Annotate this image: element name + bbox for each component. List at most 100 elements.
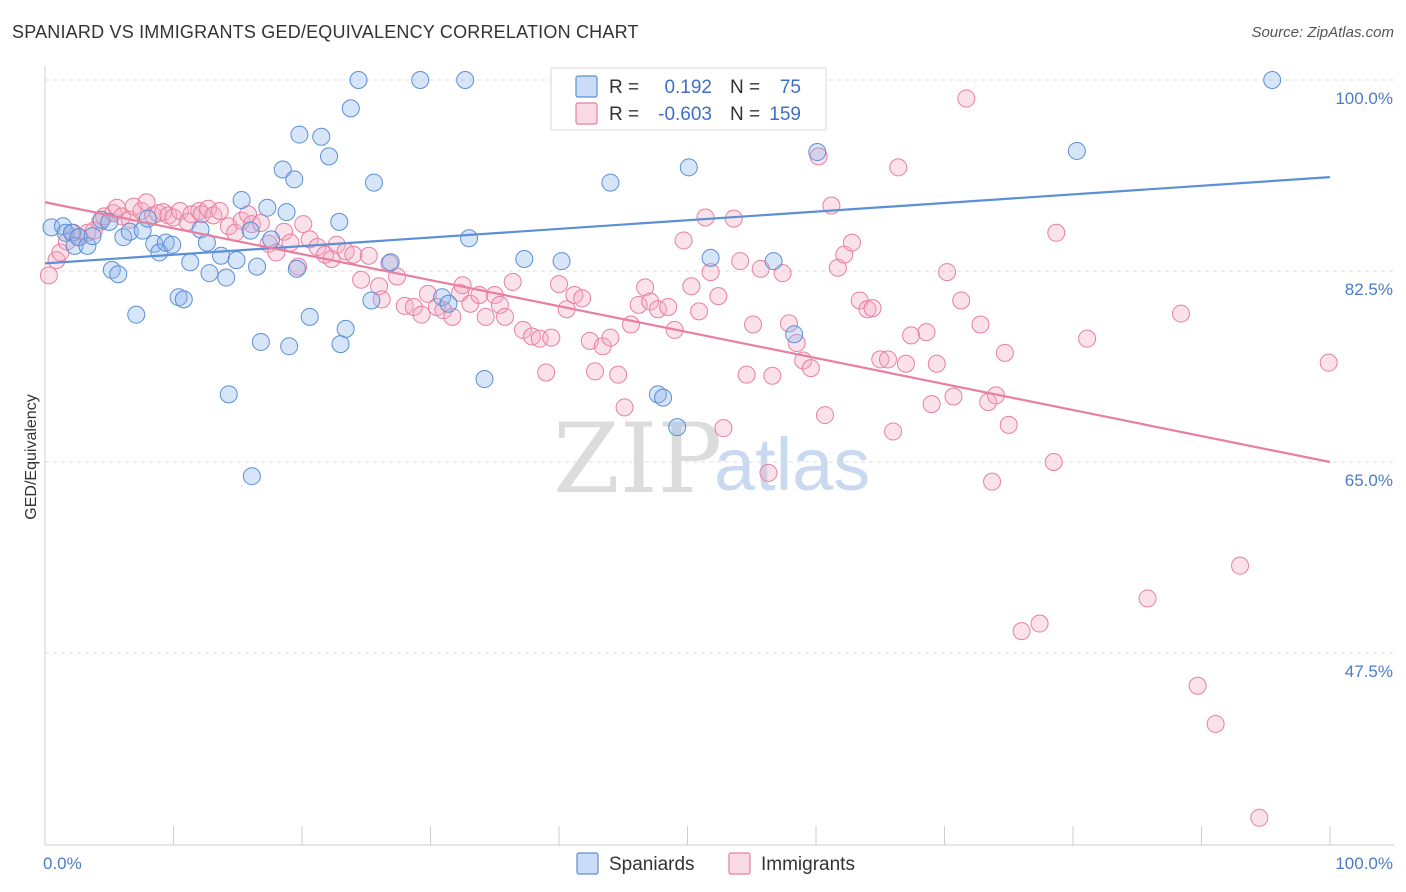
immigrants-point-113 bbox=[815, 406, 834, 425]
spaniards-point-55 bbox=[411, 71, 430, 89]
immigrants-point-141 bbox=[1030, 614, 1049, 633]
immigrants-trend-line bbox=[44, 201, 1331, 464]
stats-legend: R = 0.192 N = 75 R = -0.603 N = 159 bbox=[550, 67, 827, 131]
immigrants-point-144 bbox=[1078, 329, 1097, 348]
immigrants-point-48 bbox=[344, 245, 363, 264]
immigrants-point-58 bbox=[418, 284, 437, 303]
spaniards-point-9 bbox=[100, 212, 119, 231]
immigrants-point-50 bbox=[359, 246, 378, 265]
immigrants-point-126 bbox=[902, 326, 921, 345]
immigrants-point-119 bbox=[858, 300, 877, 319]
immigrants-point-32 bbox=[232, 211, 251, 230]
immigrants-point-111 bbox=[801, 359, 820, 378]
spaniards-point-62 bbox=[552, 252, 571, 271]
immigrants-point-122 bbox=[878, 350, 897, 369]
immigrants-point-35 bbox=[251, 213, 270, 232]
spaniards-point-56 bbox=[433, 288, 452, 307]
spaniards-point-45 bbox=[312, 127, 331, 146]
trend-layer bbox=[44, 176, 1331, 464]
immigrants-point-72 bbox=[523, 327, 542, 346]
immigrants-point-79 bbox=[573, 289, 592, 308]
immigrants-point-105 bbox=[759, 463, 778, 482]
chart-title: SPANIARD VS IMMIGRANTS GED/EQUIVALENCY C… bbox=[12, 22, 639, 42]
immigrants-point-25 bbox=[190, 201, 209, 220]
spaniards-point-42 bbox=[287, 259, 306, 278]
immigrants-point-120 bbox=[863, 299, 882, 318]
y-tick-label-2: 65.0% bbox=[1345, 471, 1393, 490]
spaniards-point-30 bbox=[227, 251, 246, 270]
y-tick-label-3: 47.5% bbox=[1345, 662, 1393, 681]
spaniards-point-41 bbox=[285, 170, 304, 189]
immigrants-point-51 bbox=[370, 277, 389, 296]
spaniards-point-34 bbox=[248, 257, 267, 276]
spaniards-point-36 bbox=[258, 198, 277, 217]
series-legend: Spaniards Immigrants bbox=[576, 852, 855, 875]
immigrants-point-115 bbox=[828, 258, 847, 277]
spaniards-point-59 bbox=[460, 229, 479, 248]
immigrants-point-97 bbox=[701, 263, 720, 282]
spaniards-point-57 bbox=[439, 294, 458, 313]
immigrants-point-75 bbox=[542, 328, 561, 347]
immigrants-point-39 bbox=[281, 233, 300, 252]
immigrants-point-131 bbox=[944, 387, 963, 406]
legend-n-value-2: 159 bbox=[769, 104, 801, 125]
spaniards-point-14 bbox=[127, 305, 146, 324]
immigrants-point-134 bbox=[971, 315, 990, 334]
spaniards-point-49 bbox=[336, 319, 355, 338]
spaniards-point-28 bbox=[217, 268, 236, 287]
immigrants-point-21 bbox=[164, 208, 183, 227]
spaniards-point-17 bbox=[145, 234, 164, 253]
y-tick-labels: 100.0% 82.5% 65.0% 47.5% bbox=[1335, 89, 1393, 681]
spaniards-point-29 bbox=[219, 385, 238, 404]
spaniards-point-0 bbox=[42, 218, 61, 237]
immigrants-point-84 bbox=[609, 365, 628, 384]
bottom-legend-swatch-spaniards bbox=[576, 852, 599, 875]
legend-swatch-immigrants bbox=[575, 102, 598, 125]
immigrants-point-132 bbox=[952, 291, 971, 310]
immigrants-point-101 bbox=[731, 252, 750, 271]
immigrants-point-0 bbox=[39, 266, 58, 285]
immigrants-point-96 bbox=[696, 208, 715, 227]
immigrants-point-95 bbox=[690, 302, 709, 321]
immigrants-point-143 bbox=[1047, 223, 1066, 242]
legend-n-value-1: 75 bbox=[780, 77, 801, 98]
legend-swatch-spaniards bbox=[575, 75, 598, 98]
immigrants-point-139 bbox=[999, 415, 1018, 434]
immigrants-point-146 bbox=[1171, 304, 1190, 323]
immigrants-point-125 bbox=[896, 354, 915, 373]
spaniards-point-54 bbox=[381, 253, 400, 272]
spaniards-point-65 bbox=[648, 385, 667, 404]
immigrants-point-103 bbox=[744, 315, 763, 334]
immigrants-point-88 bbox=[636, 278, 655, 297]
spaniards-point-33 bbox=[242, 467, 261, 486]
spaniards-point-32 bbox=[241, 221, 260, 240]
legend-n-label-1: N = bbox=[730, 77, 760, 98]
spaniards-point-20 bbox=[163, 235, 182, 254]
immigrants-point-147 bbox=[1188, 676, 1207, 695]
immigrants-point-124 bbox=[889, 158, 908, 177]
source-label: Source: ZipAtlas.com bbox=[1251, 24, 1394, 41]
immigrants-point-130 bbox=[938, 263, 957, 282]
spaniards-point-67 bbox=[668, 418, 687, 437]
y-axis-title: GED/Equivalency bbox=[23, 394, 40, 519]
immigrants-point-76 bbox=[550, 275, 568, 294]
watermark-zip: ZIP bbox=[553, 403, 722, 515]
spaniards-point-43 bbox=[290, 125, 309, 144]
spaniards-point-69 bbox=[679, 158, 698, 177]
immigrants-point-16 bbox=[137, 193, 156, 212]
spaniards-point-26 bbox=[200, 264, 219, 283]
immigrants-point-121 bbox=[871, 350, 890, 369]
spaniards-point-7 bbox=[83, 227, 102, 246]
spaniards-point-40 bbox=[280, 337, 299, 356]
spaniards-point-46 bbox=[319, 147, 338, 166]
watermark-atlas: atlas bbox=[714, 423, 870, 506]
immigrants-point-56 bbox=[404, 298, 423, 317]
immigrants-point-102 bbox=[737, 365, 756, 384]
spaniards-point-19 bbox=[156, 233, 175, 252]
immigrants-point-133 bbox=[957, 89, 976, 108]
spaniards-point-22 bbox=[174, 290, 193, 309]
immigrants-point-123 bbox=[884, 422, 903, 441]
immigrants-point-149 bbox=[1231, 556, 1250, 575]
immigrants-point-43 bbox=[308, 237, 327, 256]
